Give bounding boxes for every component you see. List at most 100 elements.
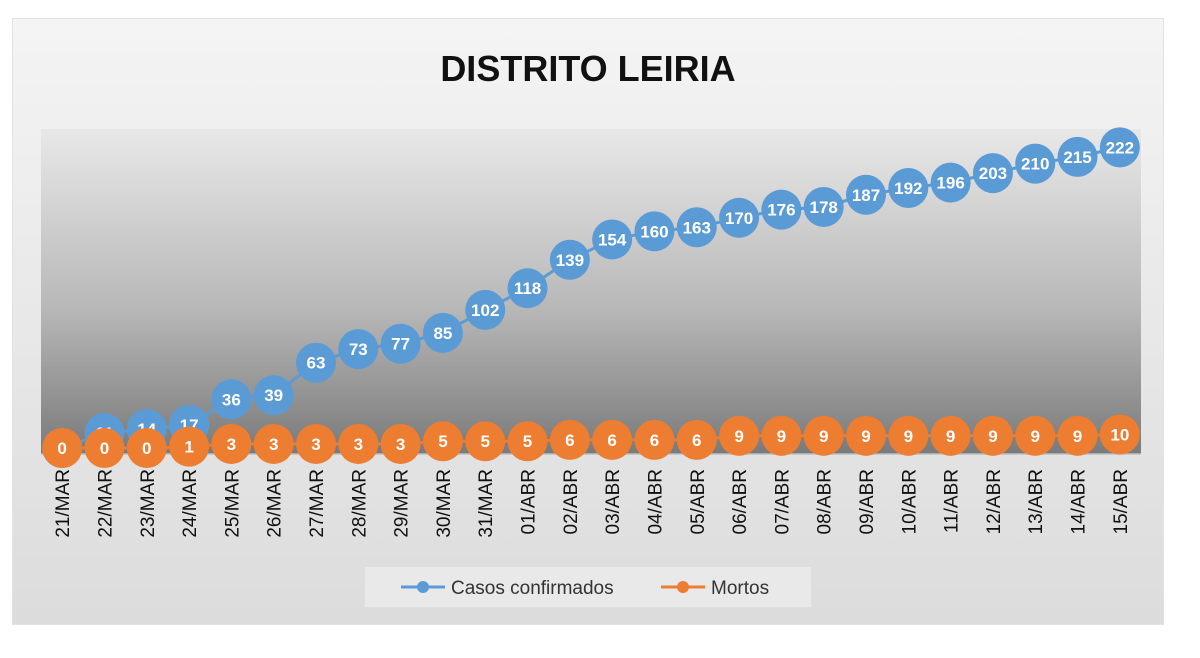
casos-point: 73: [338, 329, 379, 370]
data-label: 139: [556, 251, 584, 270]
data-label: 73: [349, 340, 368, 359]
x-tick-label: 12/ABR: [984, 469, 1005, 534]
data-label: 222: [1106, 138, 1134, 157]
x-tick-label: 27/MAR: [307, 469, 328, 538]
x-tick-label: 08/ABR: [815, 469, 836, 534]
mortos-point: 6: [634, 419, 675, 460]
casos-point: 187: [846, 174, 886, 215]
casos-point: 170: [719, 197, 760, 238]
mortos-point: 0: [126, 428, 167, 468]
legend-item-casos: Casos confirmados: [401, 578, 614, 599]
data-label: 6: [650, 431, 659, 450]
x-tick-label: 01/ABR: [519, 469, 540, 534]
data-label: 170: [725, 209, 753, 228]
casos-point: 178: [803, 186, 844, 227]
data-label: 5: [438, 432, 447, 451]
x-tick-label: 26/MAR: [265, 469, 286, 538]
data-label: 178: [810, 198, 838, 217]
x-tick-label: 06/ABR: [730, 469, 751, 534]
data-label: 160: [640, 222, 668, 241]
mortos-point: 3: [338, 423, 379, 464]
data-label: 102: [471, 301, 499, 320]
data-marker: [211, 379, 252, 420]
data-label: 9: [1073, 427, 1082, 446]
data-marker: [422, 421, 463, 462]
x-tick-label: 28/MAR: [349, 469, 370, 538]
data-marker: [211, 423, 252, 464]
data-label: 118: [514, 279, 541, 298]
casos-point: 39: [253, 375, 294, 416]
data-marker: [803, 186, 844, 227]
data-label: 196: [936, 174, 964, 193]
mortos-point: 9: [1015, 415, 1056, 456]
casos-point: 176: [761, 189, 802, 230]
data-marker: [549, 239, 590, 280]
data-marker: [676, 207, 717, 248]
data-label: 5: [480, 432, 489, 451]
casos-point: 139: [549, 239, 590, 280]
mortos-point: 9: [972, 415, 1013, 456]
mortos-point: 3: [296, 423, 336, 464]
data-label: 6: [565, 431, 574, 450]
x-tick-label: 11/ABR: [942, 469, 963, 533]
data-marker: [888, 168, 929, 208]
casos-point: 160: [634, 211, 675, 252]
data-marker: [1099, 127, 1140, 168]
data-marker: [338, 423, 379, 464]
x-tick-label: 22/MAR: [95, 469, 116, 538]
series-markers: 0111417363963737785102118139154160163170…: [42, 127, 1140, 468]
x-tick-label: 04/ABR: [645, 469, 666, 534]
mortos-point: 5: [507, 421, 548, 462]
data-marker: [846, 415, 886, 456]
data-marker: [1057, 136, 1098, 177]
data-label: 163: [683, 218, 711, 237]
x-tick-label: 07/ABR: [772, 469, 793, 534]
data-marker: [296, 342, 336, 383]
data-marker: [930, 415, 971, 456]
casos-point: 163: [676, 207, 717, 248]
legend: Casos confirmados Mortos: [401, 578, 769, 599]
x-axis-ticks: 21/MAR 22/MAR 23/MAR 24/MAR 25/MAR 26/MAR 27/M…: [53, 469, 1132, 538]
data-marker: [972, 415, 1013, 456]
data-label: 1: [184, 438, 193, 457]
x-tick-label: 09/ABR: [857, 469, 878, 534]
casos-point: 63: [296, 342, 336, 383]
casos-point: 222: [1099, 127, 1140, 168]
casos-point: 192: [888, 168, 929, 208]
data-label: 154: [598, 230, 627, 249]
mortos-point: 6: [549, 419, 590, 460]
casos-point: 102: [465, 289, 506, 330]
casos-point: 85: [422, 312, 463, 353]
x-tick-label: 03/ABR: [603, 469, 624, 534]
mortos-point: 9: [803, 415, 844, 456]
data-label: 9: [946, 427, 955, 446]
data-marker: [84, 428, 125, 468]
mortos-point: 0: [84, 428, 125, 468]
data-label: 9: [734, 427, 743, 446]
data-marker: [592, 419, 633, 460]
data-marker: [465, 421, 506, 462]
data-marker: [380, 423, 421, 464]
data-label: 9: [988, 427, 997, 446]
data-label: 210: [1021, 155, 1049, 174]
x-tick-label: 10/ABR: [899, 469, 920, 534]
line-chart: DISTRITO LEIRIA 21/MAR 22/MAR 23/MAR 24/MAR…: [41, 48, 1141, 607]
data-marker: [846, 174, 886, 215]
mortos-point: 10: [1099, 414, 1140, 455]
x-tick-label: 13/ABR: [1026, 469, 1047, 534]
mortos-point: 3: [253, 423, 294, 464]
mortos-point: 6: [592, 419, 633, 460]
legend-item-mortos: Mortos: [661, 578, 769, 599]
chart-card: DISTRITO LEIRIA 21/MAR 22/MAR 23/MAR 24/MAR…: [12, 18, 1164, 625]
data-marker: [888, 415, 929, 456]
legend-marker: [417, 581, 429, 593]
mortos-point: 0: [42, 428, 83, 468]
data-marker: [338, 329, 379, 370]
data-marker: [634, 419, 675, 460]
data-label: 215: [1063, 148, 1091, 167]
x-tick-label: 15/ABR: [1111, 469, 1132, 534]
data-marker: [676, 419, 717, 460]
casos-point: 203: [972, 153, 1013, 194]
data-marker: [253, 375, 294, 416]
data-marker: [1015, 143, 1056, 184]
